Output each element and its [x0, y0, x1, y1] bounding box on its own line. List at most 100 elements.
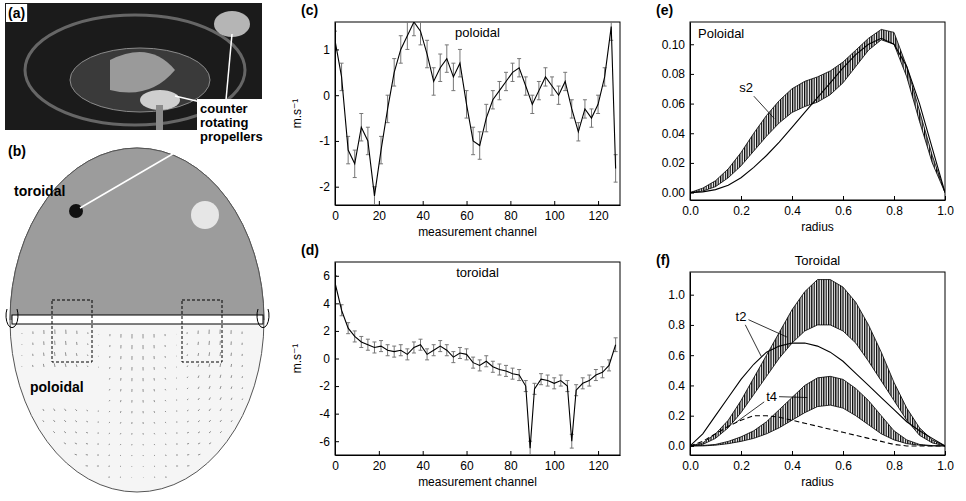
flow-vector [109, 389, 111, 390]
flow-vector [187, 388, 188, 389]
flow-vector [75, 409, 77, 411]
x-tick: 0.8 [886, 196, 903, 218]
flow-vector [242, 343, 243, 345]
x-tick-label: 80 [504, 459, 518, 473]
flow-vector [231, 341, 232, 345]
flow-vector [187, 354, 189, 356]
flow-vector [176, 433, 178, 434]
flow-vector [231, 420, 232, 422]
flow-vector [32, 354, 33, 356]
flow-vector [209, 431, 211, 433]
flow-vector [154, 466, 155, 468]
panel-label: (e) [656, 2, 673, 18]
flow-vector [143, 411, 144, 413]
flow-vector [120, 378, 121, 381]
x-tick-mark [792, 451, 793, 455]
y-tick-mark [690, 295, 694, 296]
flow-vector [32, 343, 33, 345]
flow-vector [165, 345, 166, 347]
flow-vector [143, 356, 144, 360]
leader-line [745, 325, 761, 357]
panel-label: (b) [8, 143, 26, 159]
flow-vector [187, 399, 188, 400]
flow-vector [187, 465, 189, 466]
photo [5, 3, 262, 130]
y-tick-mark [335, 141, 339, 142]
flow-vector [220, 386, 221, 389]
flow-vector [86, 421, 88, 423]
flow-vector [176, 334, 177, 335]
diagram-propeller-box [182, 300, 222, 362]
flow-vector [165, 411, 166, 412]
flow-vector [21, 344, 22, 346]
y-tick-mark [335, 303, 339, 304]
flow-vector [154, 455, 156, 457]
flow-vector [98, 367, 100, 368]
flow-vector [109, 433, 110, 435]
flow-vector [76, 342, 77, 345]
x-tick-mark [554, 451, 555, 455]
y-tick-mark [690, 193, 694, 194]
flow-vector [43, 353, 44, 356]
plot-area [690, 29, 945, 192]
x-tick: 20 [373, 451, 387, 473]
x-axis-line [336, 205, 621, 206]
x-tick: 1.0 [937, 451, 954, 473]
flow-vector [54, 329, 55, 334]
y-tick-label: 0.06 [662, 97, 686, 111]
x-tick-label: 1.0 [937, 204, 954, 218]
x-tick-label: 20 [373, 209, 387, 223]
flow-vector [120, 455, 122, 457]
y-tick-label: 2 [323, 324, 330, 338]
flow-vector [176, 345, 177, 346]
flow-vector [187, 410, 188, 412]
flow-vector [21, 333, 22, 335]
panel: 020406080100120-2-101measurement channel… [290, 2, 621, 239]
x-tick: 0.2 [733, 451, 750, 473]
data-line [335, 283, 616, 448]
annotation: counterrotatingpropellers [200, 101, 263, 144]
flow-vector [231, 330, 232, 334]
flow-vector [21, 355, 22, 357]
flow-vector [109, 455, 110, 457]
x-tick-mark [467, 201, 468, 205]
flow-vector [198, 376, 199, 378]
y-tick-label: 0.6 [668, 349, 685, 363]
y-tick: 1 [323, 43, 339, 57]
y-tick-mark [335, 276, 339, 277]
flow-vector [120, 345, 121, 348]
flow-vector [131, 367, 132, 371]
flow-vector [43, 341, 44, 345]
y-tick-label: -4 [319, 407, 330, 421]
flow-vector [242, 365, 243, 367]
data-line [335, 22, 616, 196]
x-tick-label: 0 [332, 459, 339, 473]
flow-vector [131, 455, 132, 456]
flow-vector [131, 444, 132, 445]
flow-vector [120, 433, 122, 434]
x-tick-label: 0.8 [886, 459, 903, 473]
flow-vector [165, 400, 167, 401]
y-tick-label: 0 [323, 89, 330, 103]
panel-label: (d) [301, 242, 319, 258]
flow-vector [98, 411, 99, 412]
x-tick-label: 0.4 [784, 459, 801, 473]
plot-frame [690, 272, 945, 455]
y-tick-mark [690, 355, 694, 356]
x-tick-label: 0 [332, 209, 339, 223]
flow-vector [120, 356, 121, 359]
y-tick-label: -6 [319, 435, 330, 449]
flow-vector [220, 409, 221, 411]
flow-vector [209, 364, 211, 367]
flow-vector [187, 332, 188, 334]
flow-vector [54, 409, 55, 411]
panel-label: (a) [8, 5, 25, 21]
flow-vector [86, 454, 88, 455]
y-tick-mark [690, 74, 694, 75]
y-tick-mark [690, 446, 694, 447]
x-tick: 0.2 [733, 196, 750, 218]
flow-vector [131, 334, 132, 339]
x-tick-mark [379, 451, 380, 455]
y-tick-mark [335, 331, 339, 332]
x-tick: 0.4 [784, 451, 801, 473]
